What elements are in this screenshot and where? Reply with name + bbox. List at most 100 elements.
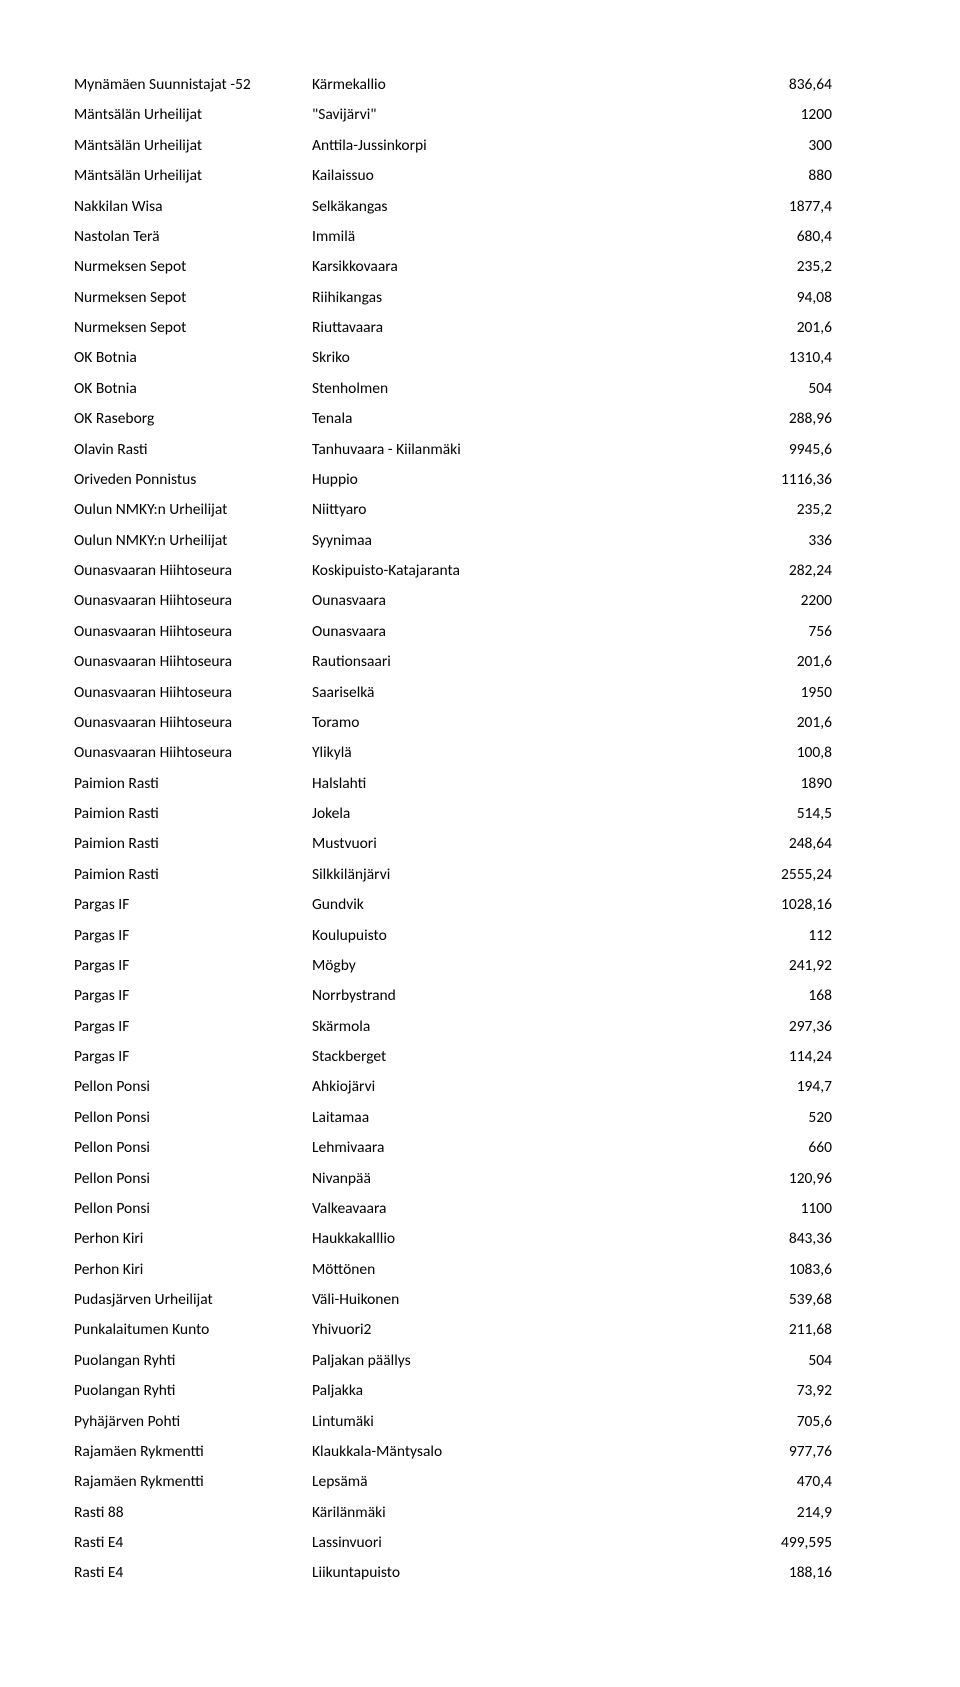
value-cell: 336: [702, 526, 832, 556]
value-cell: 2555,24: [702, 860, 832, 890]
place-cell: Anttila-Jussinkorpi: [312, 131, 702, 161]
place-cell: "Savijärvi": [312, 100, 702, 130]
table-row: Oriveden PonnistusHuppio1116,36: [74, 465, 886, 495]
value-cell: 680,4: [702, 222, 832, 252]
club-cell: Punkalaitumen Kunto: [74, 1315, 312, 1345]
club-cell: Rasti E4: [74, 1558, 312, 1588]
club-cell: Olavin Rasti: [74, 435, 312, 465]
place-cell: Lintumäki: [312, 1407, 702, 1437]
place-cell: Stackberget: [312, 1042, 702, 1072]
place-cell: Gundvik: [312, 890, 702, 920]
club-cell: OK Botnia: [74, 374, 312, 404]
place-cell: Paljakka: [312, 1376, 702, 1406]
club-cell: Rasti E4: [74, 1528, 312, 1558]
table-row: OK BotniaSkriko1310,4: [74, 343, 886, 373]
club-cell: Ounasvaaran Hiihtoseura: [74, 708, 312, 738]
club-cell: Ounasvaaran Hiihtoseura: [74, 617, 312, 647]
value-cell: 660: [702, 1133, 832, 1163]
place-cell: Koulupuisto: [312, 921, 702, 951]
place-cell: Skriko: [312, 343, 702, 373]
place-cell: Valkeavaara: [312, 1194, 702, 1224]
club-cell: Pellon Ponsi: [74, 1164, 312, 1194]
place-cell: Stenholmen: [312, 374, 702, 404]
club-cell: Perhon Kiri: [74, 1255, 312, 1285]
value-cell: 1083,6: [702, 1255, 832, 1285]
club-cell: Rajamäen Rykmentti: [74, 1467, 312, 1497]
table-row: Pellon PonsiAhkiojärvi194,7: [74, 1072, 886, 1102]
club-cell: Nastolan Terä: [74, 222, 312, 252]
place-cell: Immilä: [312, 222, 702, 252]
club-cell: Ounasvaaran Hiihtoseura: [74, 647, 312, 677]
value-cell: 288,96: [702, 404, 832, 434]
place-cell: Yhivuori2: [312, 1315, 702, 1345]
club-cell: Puolangan Ryhti: [74, 1346, 312, 1376]
place-cell: Jokela: [312, 799, 702, 829]
value-cell: 520: [702, 1103, 832, 1133]
value-cell: 73,92: [702, 1376, 832, 1406]
value-cell: 977,76: [702, 1437, 832, 1467]
club-cell: Pellon Ponsi: [74, 1194, 312, 1224]
value-cell: 2200: [702, 586, 832, 616]
table-row: Rasti E4Liikuntapuisto188,16: [74, 1558, 886, 1588]
value-cell: 539,68: [702, 1285, 832, 1315]
club-cell: Rajamäen Rykmentti: [74, 1437, 312, 1467]
value-cell: 843,36: [702, 1224, 832, 1254]
place-cell: Lehmivaara: [312, 1133, 702, 1163]
table-row: Paimion RastiJokela514,5: [74, 799, 886, 829]
table-row: Pudasjärven UrheilijatVäli-Huikonen539,6…: [74, 1285, 886, 1315]
club-cell: Mynämäen Suunnistajat -52: [74, 70, 312, 100]
table-row: Paimion RastiSilkkilänjärvi2555,24: [74, 860, 886, 890]
value-cell: 705,6: [702, 1407, 832, 1437]
club-cell: Puolangan Ryhti: [74, 1376, 312, 1406]
club-cell: Paimion Rasti: [74, 799, 312, 829]
club-cell: Ounasvaaran Hiihtoseura: [74, 556, 312, 586]
club-cell: Pargas IF: [74, 1012, 312, 1042]
table-row: Mäntsälän UrheilijatAnttila-Jussinkorpi3…: [74, 131, 886, 161]
value-cell: 168: [702, 981, 832, 1011]
data-table: Mynämäen Suunnistajat -52Kärmekallio836,…: [74, 70, 886, 1589]
table-row: Nurmeksen SepotKarsikkovaara235,2: [74, 252, 886, 282]
table-row: Rajamäen RykmenttiKlaukkala-Mäntysalo977…: [74, 1437, 886, 1467]
place-cell: Syynimaa: [312, 526, 702, 556]
club-cell: Pellon Ponsi: [74, 1072, 312, 1102]
place-cell: Mustvuori: [312, 829, 702, 859]
club-cell: Ounasvaaran Hiihtoseura: [74, 586, 312, 616]
place-cell: Halslahti: [312, 769, 702, 799]
place-cell: Ylikylä: [312, 738, 702, 768]
table-row: Pellon PonsiValkeavaara1100: [74, 1194, 886, 1224]
club-cell: Paimion Rasti: [74, 829, 312, 859]
table-row: Nurmeksen SepotRiihikangas94,08: [74, 283, 886, 313]
place-cell: Niittyaro: [312, 495, 702, 525]
club-cell: Nurmeksen Sepot: [74, 313, 312, 343]
table-row: Pellon PonsiLaitamaa520: [74, 1103, 886, 1133]
table-row: Nakkilan WisaSelkäkangas1877,4: [74, 192, 886, 222]
value-cell: 1310,4: [702, 343, 832, 373]
value-cell: 94,08: [702, 283, 832, 313]
value-cell: 1116,36: [702, 465, 832, 495]
table-row: Pellon PonsiNivanpää120,96: [74, 1164, 886, 1194]
club-cell: Oulun NMKY:n Urheilijat: [74, 526, 312, 556]
club-cell: Pargas IF: [74, 951, 312, 981]
club-cell: Ounasvaaran Hiihtoseura: [74, 738, 312, 768]
table-row: Rasti E4Lassinvuori499,595: [74, 1528, 886, 1558]
club-cell: OK Raseborg: [74, 404, 312, 434]
value-cell: 201,6: [702, 647, 832, 677]
value-cell: 282,24: [702, 556, 832, 586]
club-cell: Pudasjärven Urheilijat: [74, 1285, 312, 1315]
club-cell: Mäntsälän Urheilijat: [74, 100, 312, 130]
value-cell: 1890: [702, 769, 832, 799]
place-cell: Nivanpää: [312, 1164, 702, 1194]
club-cell: Mäntsälän Urheilijat: [74, 161, 312, 191]
club-cell: Oulun NMKY:n Urheilijat: [74, 495, 312, 525]
table-row: Puolangan RyhtiPaljakka73,92: [74, 1376, 886, 1406]
place-cell: Lassinvuori: [312, 1528, 702, 1558]
club-cell: Pargas IF: [74, 890, 312, 920]
place-cell: Huppio: [312, 465, 702, 495]
club-cell: Pellon Ponsi: [74, 1133, 312, 1163]
club-cell: Pargas IF: [74, 921, 312, 951]
place-cell: Ounasvaara: [312, 586, 702, 616]
value-cell: 297,36: [702, 1012, 832, 1042]
table-row: Mynämäen Suunnistajat -52Kärmekallio836,…: [74, 70, 886, 100]
place-cell: Mögby: [312, 951, 702, 981]
club-cell: Pyhäjärven Pohti: [74, 1407, 312, 1437]
